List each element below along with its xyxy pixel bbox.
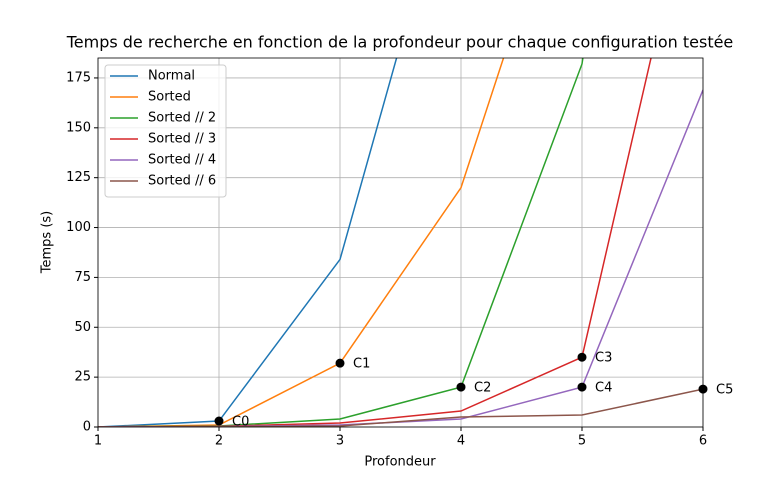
- legend-label: Sorted // 2: [148, 111, 216, 126]
- legend-label: Sorted // 4: [148, 153, 216, 168]
- legend-label: Sorted: [148, 90, 191, 105]
- y-tick-label: 75: [74, 270, 91, 285]
- series-line: [98, 58, 505, 427]
- chart-title: Temps de recherche en fonction de la pro…: [66, 33, 734, 52]
- annotation-label: C5: [716, 383, 733, 398]
- y-tick-label: 125: [66, 170, 91, 185]
- x-tick-label: 6: [699, 434, 707, 449]
- annotation-point: [335, 358, 345, 368]
- annotation-point: [577, 352, 587, 362]
- y-tick-label: 25: [74, 370, 91, 385]
- x-tick-label: 5: [578, 434, 586, 449]
- y-tick-label: 50: [74, 320, 91, 335]
- y-tick-label: 175: [66, 70, 91, 85]
- annotation-label: C2: [474, 381, 491, 396]
- legend-box: [104, 64, 227, 198]
- legend: Normal Sorted Sorted // 2 Sorted // 3 Sorted…: [104, 64, 227, 198]
- legend-label: Sorted // 6: [148, 174, 216, 189]
- x-axis-label: Profondeur: [364, 455, 436, 470]
- x-tick-label: 1: [94, 434, 102, 449]
- legend-label: Sorted // 3: [148, 132, 216, 147]
- y-tick-label: 0: [83, 420, 91, 435]
- annotation-label: C1: [353, 357, 370, 372]
- series-line: [98, 58, 398, 427]
- annotation-point: [698, 384, 708, 394]
- annotation-label: C3: [595, 351, 612, 366]
- x-tick-label: 3: [336, 434, 344, 449]
- y-tick-label: 100: [66, 220, 91, 235]
- axes-frame: [97, 57, 704, 428]
- annotation-point: [577, 382, 587, 392]
- y-tick-label: 150: [66, 120, 91, 135]
- legend-label: Normal: [148, 69, 195, 84]
- annotation-label: C4: [595, 381, 612, 396]
- annotation-point: [214, 416, 224, 426]
- annotation-label: C0: [232, 415, 249, 430]
- y-axis-label: Temps (s): [40, 211, 55, 274]
- annotation-point: [456, 382, 466, 392]
- x-tick-label: 4: [457, 434, 465, 449]
- x-tick-label: 2: [215, 434, 223, 449]
